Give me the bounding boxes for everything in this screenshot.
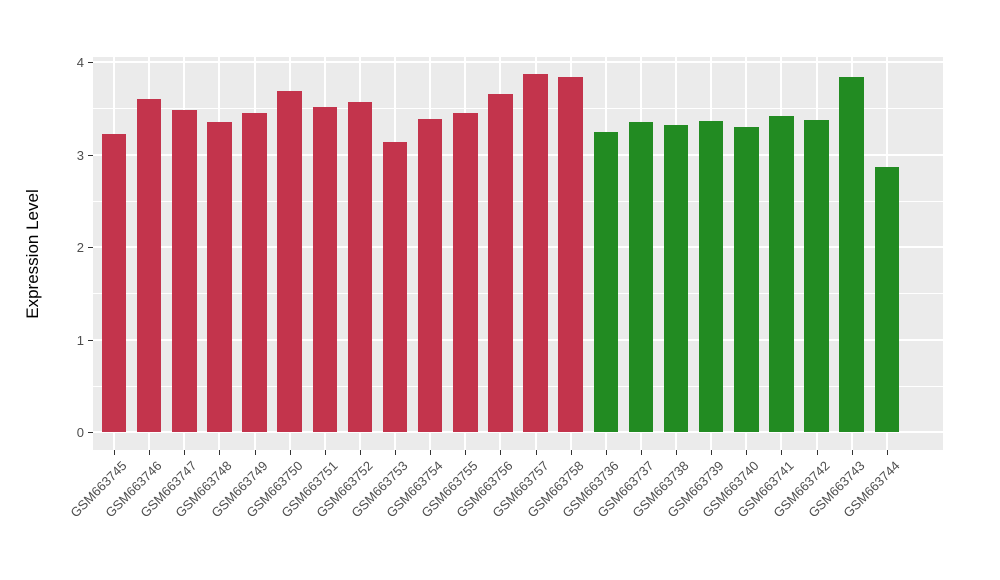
x-tick-mark [746, 450, 748, 455]
bar-GSM663744 [874, 166, 900, 432]
x-tick-mark [359, 450, 361, 455]
gridline-y-major [93, 153, 943, 156]
bar-GSM663739 [698, 121, 724, 432]
y-tick-label: 0 [76, 425, 84, 440]
x-tick-mark [184, 450, 186, 455]
y-tick-mark [88, 339, 93, 341]
bar-GSM663753 [382, 142, 408, 432]
bar-GSM663737 [628, 122, 654, 432]
gridline-y-minor [93, 200, 943, 202]
bar-GSM663750 [277, 90, 302, 432]
gridline-y-major [93, 431, 943, 433]
bar-GSM663747 [172, 110, 197, 432]
bar-GSM663749 [242, 112, 267, 432]
x-tick-mark [570, 450, 572, 455]
x-tick-mark [711, 450, 713, 455]
bar-GSM663738 [663, 124, 689, 432]
x-tick-mark [254, 450, 256, 455]
y-tick-label: 3 [76, 147, 84, 163]
gridline-y-major [93, 246, 943, 248]
bar-GSM663755 [453, 112, 478, 432]
bar-GSM663752 [347, 101, 373, 432]
bar-GSM663743 [839, 76, 864, 432]
gridline-y-major [93, 338, 943, 341]
y-tick-mark [88, 62, 93, 63]
bar-GSM663758 [558, 76, 583, 432]
x-tick-mark [816, 450, 818, 455]
bar-GSM663742 [804, 120, 829, 432]
bar-GSM663751 [312, 107, 338, 432]
bar-GSM663736 [593, 132, 619, 432]
x-tick-mark [114, 450, 116, 455]
x-tick-mark [395, 450, 397, 455]
x-tick-mark [676, 450, 678, 455]
gridline-y-major [93, 61, 943, 63]
gridline-y-minor [93, 108, 943, 110]
plot-panel [93, 57, 943, 450]
x-tick-mark [851, 450, 853, 455]
gridline-y-minor [93, 293, 943, 295]
x-tick-mark [781, 450, 783, 455]
y-tick-label: 2 [76, 240, 84, 255]
x-tick-mark [465, 450, 467, 455]
x-tick-mark [324, 450, 326, 455]
x-tick-mark [640, 450, 642, 455]
x-tick-mark [219, 450, 221, 455]
y-tick-mark [88, 154, 93, 156]
bar-GSM663740 [734, 126, 759, 432]
bar-GSM663745 [101, 134, 127, 432]
x-tick-mark [605, 450, 607, 455]
bar-GSM663754 [417, 119, 443, 432]
x-tick-mark [500, 450, 502, 455]
x-tick-mark [149, 450, 151, 455]
y-tick-mark [88, 247, 93, 248]
y-tick-label: 4 [76, 55, 84, 70]
x-tick-mark [886, 450, 888, 455]
bar-GSM663756 [488, 94, 513, 432]
bar-GSM663748 [207, 122, 232, 432]
bar-GSM663757 [523, 74, 548, 432]
gridline-y-minor [93, 385, 943, 387]
y-tick-label: 1 [76, 332, 84, 348]
x-tick-mark [430, 450, 432, 455]
x-tick-mark [535, 450, 537, 455]
x-tick-mark [289, 450, 291, 455]
bar-GSM663746 [136, 99, 162, 432]
bar-GSM663741 [769, 115, 794, 432]
y-tick-mark [88, 432, 93, 433]
